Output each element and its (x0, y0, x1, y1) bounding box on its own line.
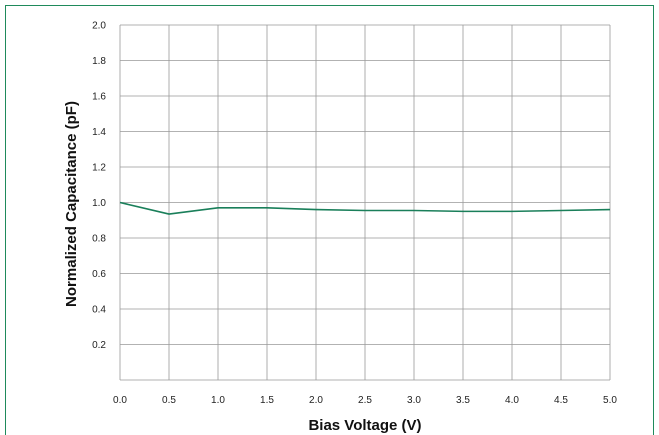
y-tick-label: 1.4 (92, 127, 106, 138)
x-tick-label: 4.5 (554, 395, 568, 406)
y-tick-labels: 0.2 0.4 0.6 0.8 1.0 1.2 1.4 1.6 1.8 2.0 (92, 21, 106, 352)
series-layer (119, 201, 611, 215)
x-tick-label: 3.5 (456, 395, 470, 406)
grid-lines (119, 24, 611, 381)
x-axis-title: Bias Voltage (V) (308, 417, 421, 434)
x-tick-label: 4.0 (505, 395, 519, 406)
x-tick-label: 5.0 (603, 395, 617, 406)
x-tick-label: 0.0 (113, 395, 127, 406)
y-tick-label: 0.4 (92, 305, 106, 316)
y-tick-label: 2.0 (92, 21, 106, 32)
y-tick-label: 1.8 (92, 56, 106, 67)
y-tick-label: 0.6 (92, 269, 106, 280)
x-tick-label: 1.0 (211, 395, 225, 406)
y-tick-label: 1.0 (92, 198, 106, 209)
x-tick-label: 1.5 (260, 395, 274, 406)
y-axis-title: Normalized Capacitance (pF) (63, 101, 80, 307)
y-tick-label: 1.2 (92, 163, 106, 174)
series-line (119, 201, 611, 215)
x-tick-label: 3.0 (407, 395, 421, 406)
y-tick-label: 0.8 (92, 234, 106, 245)
x-tick-label: 2.0 (309, 395, 323, 406)
y-tick-label: 1.6 (92, 92, 106, 103)
x-tick-labels: 0.0 0.5 1.0 1.5 2.0 2.5 3.0 3.5 4.0 4.5 5.0 (113, 395, 617, 406)
y-tick-label: 0.2 (92, 340, 106, 351)
chart-frame (5, 5, 654, 435)
x-tick-label: 0.5 (162, 395, 176, 406)
x-tick-label: 2.5 (358, 395, 372, 406)
